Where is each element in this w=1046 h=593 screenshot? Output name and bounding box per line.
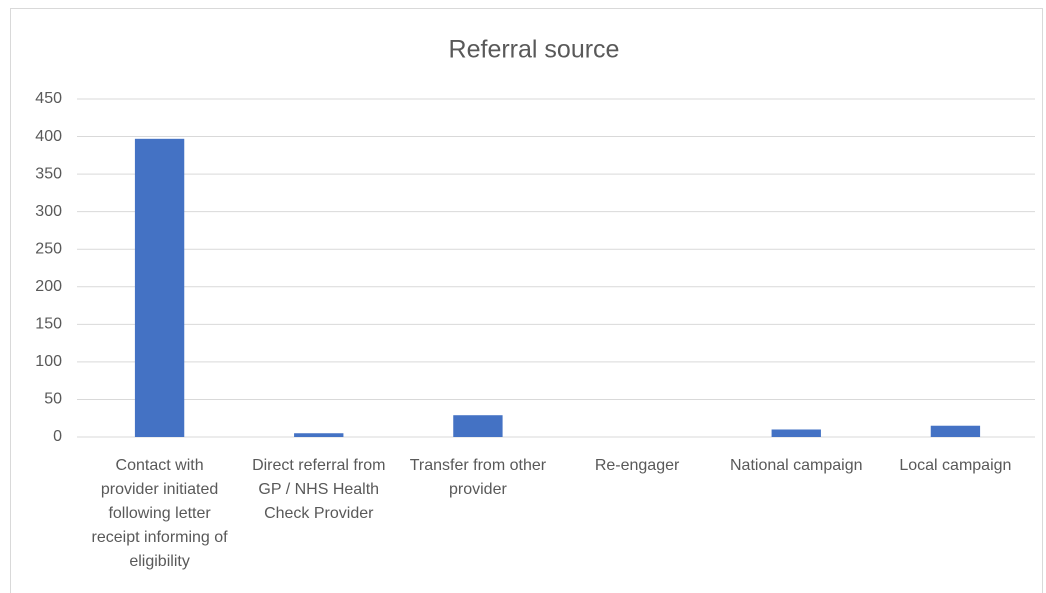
x-tick-label: Contact with provider initiated followin… [91,457,228,570]
y-tick-label: 350 [35,165,62,182]
y-tick-label: 200 [35,278,62,295]
chart-title: Referral source [449,36,620,64]
bar [134,138,185,437]
y-tick-label: 250 [35,240,62,257]
bar [294,433,344,437]
y-tick-label: 0 [53,428,62,445]
y-tick-label: 400 [35,128,62,145]
x-tick-label: Transfer from other provider [409,457,547,498]
x-tick-label: Direct referral from GP / NHS Health Che… [252,457,386,522]
y-tick-label: 100 [35,353,62,370]
x-tick-label: Local campaign [899,457,1012,474]
y-tick-label: 150 [35,316,62,333]
x-tick-label: National campaign [729,457,863,474]
y-tick-label: 50 [44,391,62,408]
x-tick-label: Re-engager [594,457,680,474]
y-tick-label: 300 [35,203,62,220]
bar [453,415,503,437]
bar [771,429,821,437]
bar [930,425,981,437]
chart-border [10,8,1043,593]
y-tick-label: 450 [35,90,62,107]
